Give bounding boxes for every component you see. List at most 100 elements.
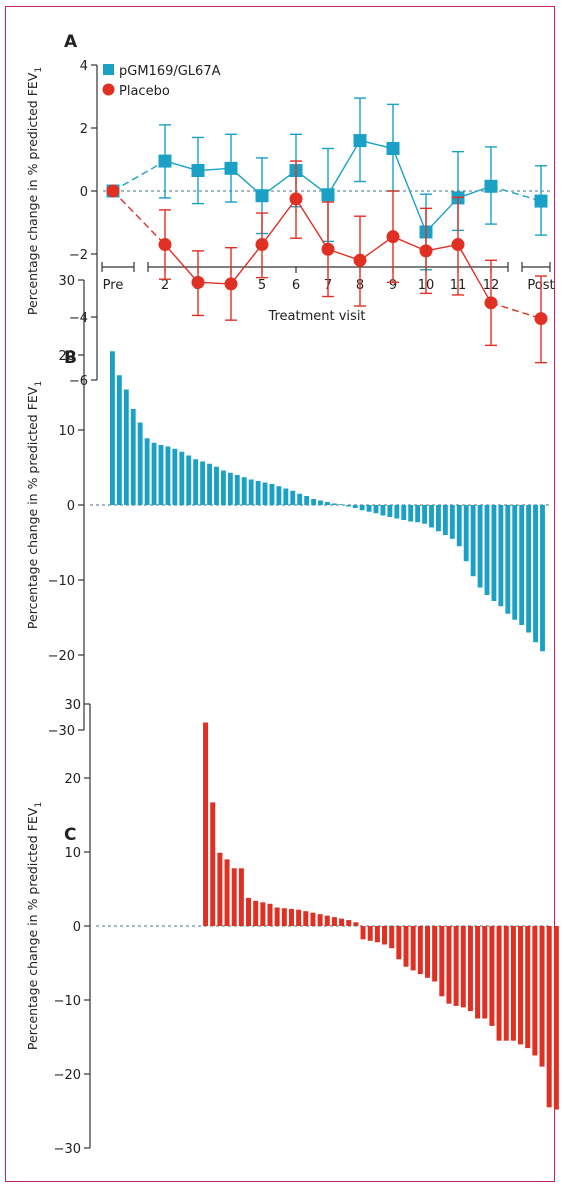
bar <box>454 926 459 1006</box>
bar <box>422 505 427 524</box>
y-axis-label-subscript: 1 <box>34 381 44 387</box>
y-tick-label: −6 <box>69 374 88 389</box>
data-point-circle <box>256 238 269 251</box>
bar <box>260 902 265 926</box>
bar <box>446 926 451 1004</box>
bar <box>275 908 280 927</box>
bar <box>540 926 545 1067</box>
y-tick-label: −4 <box>69 311 88 326</box>
bar <box>267 904 272 926</box>
y-tick-label: 20 <box>58 349 75 364</box>
bar <box>498 505 503 606</box>
bar <box>436 505 441 531</box>
bar <box>203 723 208 927</box>
bar <box>387 505 392 517</box>
data-point-square <box>159 155 172 168</box>
bar <box>339 504 344 505</box>
panel-label: C <box>64 825 76 845</box>
x-tick-label: 5 <box>258 278 266 293</box>
x-tick-label: 6 <box>292 278 300 293</box>
bar <box>497 926 502 1041</box>
bar <box>214 467 219 505</box>
bar <box>263 483 268 506</box>
bar <box>332 917 337 926</box>
y-axis-label-main: Percentage change in % predicted FEV <box>25 386 40 629</box>
bar <box>145 438 150 505</box>
bar <box>318 914 323 926</box>
bar <box>249 480 254 506</box>
bar <box>200 462 205 506</box>
bar <box>432 926 437 982</box>
data-point-square <box>354 134 367 147</box>
bar <box>290 491 295 505</box>
bar <box>353 922 358 926</box>
bar <box>246 898 251 926</box>
bar <box>482 926 487 1019</box>
data-point-square <box>535 195 548 208</box>
bar <box>547 926 552 1107</box>
bar <box>360 505 365 510</box>
bar <box>404 926 409 967</box>
bar <box>450 505 455 539</box>
series-line-segment <box>113 191 165 245</box>
data-point-square <box>256 189 269 202</box>
y-tick-label: 30 <box>64 698 81 713</box>
legend-marker-teal <box>103 64 114 75</box>
y-tick-label: 2 <box>80 122 88 137</box>
bar <box>401 505 406 520</box>
bar <box>368 926 373 941</box>
bar <box>210 802 215 926</box>
bar <box>172 449 177 505</box>
bar <box>353 505 358 508</box>
bar <box>411 926 416 970</box>
data-point-square <box>225 162 238 175</box>
bar <box>512 505 517 620</box>
y-axis-label: Percentage change in % predicted FEV1 <box>25 802 44 1050</box>
bar <box>554 926 559 1110</box>
y-axis-label-subscript: 1 <box>34 67 44 73</box>
bar <box>381 505 386 516</box>
data-point-circle <box>159 238 172 251</box>
bar <box>382 926 387 945</box>
y-axis-label-main: Percentage change in % predicted FEV <box>25 72 40 315</box>
y-tick-label: −2 <box>69 248 88 263</box>
bar <box>242 477 247 505</box>
legend-label: pGM169/GL67A <box>119 64 221 79</box>
data-point-square <box>387 142 400 155</box>
bar <box>504 926 509 1041</box>
bar <box>217 853 222 926</box>
series-line-segment <box>491 186 541 201</box>
bar <box>374 505 379 513</box>
bar <box>389 926 394 948</box>
series-line-segment <box>491 303 541 319</box>
bar <box>478 505 483 588</box>
bar <box>270 484 275 505</box>
bar <box>394 505 399 519</box>
bar <box>186 456 191 506</box>
series-line-segment <box>296 199 328 249</box>
bar <box>346 505 351 507</box>
series-line-segment <box>458 245 491 303</box>
y-tick-label: −20 <box>48 649 75 664</box>
bar <box>228 473 233 505</box>
data-point-circle <box>225 277 238 290</box>
bar <box>311 499 316 505</box>
bar <box>276 486 281 505</box>
bar <box>461 926 466 1007</box>
panel-label: A <box>64 32 78 52</box>
y-tick-label: 30 <box>58 274 75 289</box>
bar <box>361 926 366 939</box>
bar <box>117 375 122 505</box>
bar <box>526 505 531 633</box>
bar <box>131 409 136 505</box>
bar <box>540 505 545 651</box>
bar <box>511 926 516 1041</box>
bar <box>346 920 351 926</box>
bar <box>179 452 184 505</box>
bar <box>318 501 323 506</box>
x-tick-label: Pre <box>103 278 124 293</box>
bar <box>325 916 330 926</box>
bar <box>489 926 494 1026</box>
bar <box>492 505 497 601</box>
